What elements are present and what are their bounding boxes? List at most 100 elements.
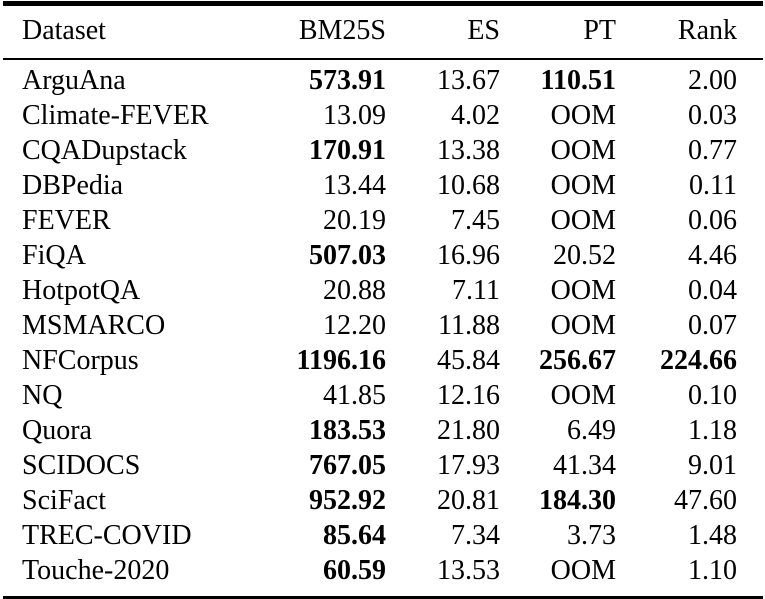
value-cell-rank: 2.00 (688, 65, 737, 96)
results-table-container: Dataset BM25S ES PT Rank ArguAna 573.91 13.67 1… (3, 1, 763, 599)
value-cell-rank: 0.10 (688, 380, 737, 411)
value-cell-rank: 0.03 (688, 100, 737, 131)
table-row: CQADupstack 170.91 13.38 OOM 0.77 (3, 133, 763, 168)
table-row: TREC-COVID 85.64 7.34 3.73 1.48 (3, 518, 763, 553)
table-body: ArguAna 573.91 13.67 110.51 2.00 Climate-FEVE… (3, 59, 763, 599)
value-cell-rank: 1.18 (688, 415, 737, 446)
value-cell-bm25s: 13.09 (323, 100, 386, 131)
dataset-name: Touche-2020 (22, 555, 170, 586)
value-cell-pt: 6.49 (567, 415, 616, 446)
value-cell-es: 7.34 (451, 520, 500, 551)
value-cell-bm25s: 41.85 (323, 380, 386, 411)
table-row: SciFact 952.92 20.81 184.30 47.60 (3, 483, 763, 518)
value-cell-es: 11.88 (438, 310, 500, 341)
table-row: MSMARCO 12.20 11.88 OOM 0.07 (3, 308, 763, 343)
value-cell-bm25s: 507.03 (309, 240, 386, 271)
value-cell-es: 20.81 (437, 485, 500, 516)
value-cell-pt: OOM (550, 555, 616, 586)
value-cell-es: 21.80 (437, 415, 500, 446)
column-header-pt: PT (500, 3, 616, 60)
dataset-name: SCIDOCS (22, 450, 141, 481)
value-cell-bm25s: 13.44 (323, 170, 386, 201)
dataset-name: Quora (22, 415, 92, 446)
column-header-es: ES (386, 3, 500, 60)
benchmark-results-table: Dataset BM25S ES PT Rank ArguAna 573.91 13.67 1… (3, 1, 763, 599)
value-cell-pt: OOM (550, 275, 616, 306)
value-cell-rank: 224.66 (660, 345, 737, 376)
value-cell-pt: OOM (550, 205, 616, 236)
value-cell-bm25s: 952.92 (309, 485, 386, 516)
table-row: NFCorpus 1196.16 45.84 256.67 224.66 (3, 343, 763, 378)
value-cell-rank: 0.06 (688, 205, 737, 236)
value-cell-rank: 9.01 (688, 450, 737, 481)
table-row: ArguAna 573.91 13.67 110.51 2.00 (3, 59, 763, 98)
table-row: Touche-2020 60.59 13.53 OOM 1.10 (3, 553, 763, 599)
column-header-dataset: Dataset (3, 3, 268, 60)
value-cell-bm25s: 20.19 (323, 205, 386, 236)
value-cell-es: 13.67 (437, 65, 500, 96)
value-cell-pt: OOM (550, 170, 616, 201)
value-cell-pt: 184.30 (539, 485, 616, 516)
dataset-name: NFCorpus (22, 345, 139, 376)
dataset-name: NQ (22, 380, 63, 411)
table-row: FEVER 20.19 7.45 OOM 0.06 (3, 203, 763, 238)
dataset-name: FEVER (22, 205, 111, 236)
dataset-name: TREC-COVID (22, 520, 192, 551)
dataset-name: HotpotQA (22, 275, 141, 306)
value-cell-rank: 0.11 (689, 170, 737, 201)
value-cell-bm25s: 85.64 (323, 520, 386, 551)
column-header-bm25s: BM25S (268, 3, 386, 60)
value-cell-pt: 41.34 (553, 450, 616, 481)
value-cell-rank: 0.04 (688, 275, 737, 306)
value-cell-es: 7.45 (451, 205, 500, 236)
value-cell-es: 17.93 (437, 450, 500, 481)
value-cell-es: 7.11 (452, 275, 500, 306)
table-row: Quora 183.53 21.80 6.49 1.18 (3, 413, 763, 448)
value-cell-rank: 0.07 (688, 310, 737, 341)
dataset-name: CQADupstack (22, 135, 187, 166)
value-cell-es: 12.16 (437, 380, 500, 411)
header-row: Dataset BM25S ES PT Rank (3, 3, 763, 60)
table-row: DBPedia 13.44 10.68 OOM 0.11 (3, 168, 763, 203)
dataset-name: FiQA (22, 240, 86, 271)
value-cell-pt: OOM (550, 100, 616, 131)
dataset-name: SciFact (22, 485, 106, 516)
value-cell-rank: 0.77 (688, 135, 737, 166)
value-cell-bm25s: 20.88 (323, 275, 386, 306)
table-row: NQ 41.85 12.16 OOM 0.10 (3, 378, 763, 413)
dataset-name: DBPedia (22, 170, 124, 201)
value-cell-pt: OOM (550, 310, 616, 341)
value-cell-pt: 3.73 (567, 520, 616, 551)
value-cell-rank: 1.10 (688, 555, 737, 586)
value-cell-es: 10.68 (437, 170, 500, 201)
value-cell-pt: OOM (550, 135, 616, 166)
column-header-rank: Rank (616, 3, 763, 60)
value-cell-bm25s: 1196.16 (296, 345, 386, 376)
value-cell-es: 16.96 (437, 240, 500, 271)
table-row: HotpotQA 20.88 7.11 OOM 0.04 (3, 273, 763, 308)
value-cell-bm25s: 12.20 (323, 310, 386, 341)
dataset-name: MSMARCO (22, 310, 166, 341)
value-cell-bm25s: 170.91 (309, 135, 386, 166)
table-row: SCIDOCS 767.05 17.93 41.34 9.01 (3, 448, 763, 483)
value-cell-pt: OOM (550, 380, 616, 411)
value-cell-rank: 47.60 (674, 485, 737, 516)
dataset-name: Climate-FEVER (22, 100, 209, 131)
value-cell-es: 4.02 (451, 100, 500, 131)
value-cell-es: 13.38 (437, 135, 500, 166)
value-cell-bm25s: 183.53 (309, 415, 386, 446)
value-cell-pt: 20.52 (553, 240, 616, 271)
value-cell-es: 13.53 (437, 555, 500, 586)
value-cell-bm25s: 573.91 (309, 65, 386, 96)
value-cell-rank: 1.48 (688, 520, 737, 551)
table-header: Dataset BM25S ES PT Rank (3, 3, 763, 60)
value-cell-rank: 4.46 (688, 240, 737, 271)
value-cell-bm25s: 767.05 (309, 450, 386, 481)
value-cell-pt: 256.67 (539, 345, 616, 376)
dataset-name: ArguAna (22, 65, 126, 96)
value-cell-es: 45.84 (437, 345, 500, 376)
value-cell-pt: 110.51 (540, 65, 616, 96)
value-cell-bm25s: 60.59 (323, 555, 386, 586)
table-row: Climate-FEVER 13.09 4.02 OOM 0.03 (3, 98, 763, 133)
